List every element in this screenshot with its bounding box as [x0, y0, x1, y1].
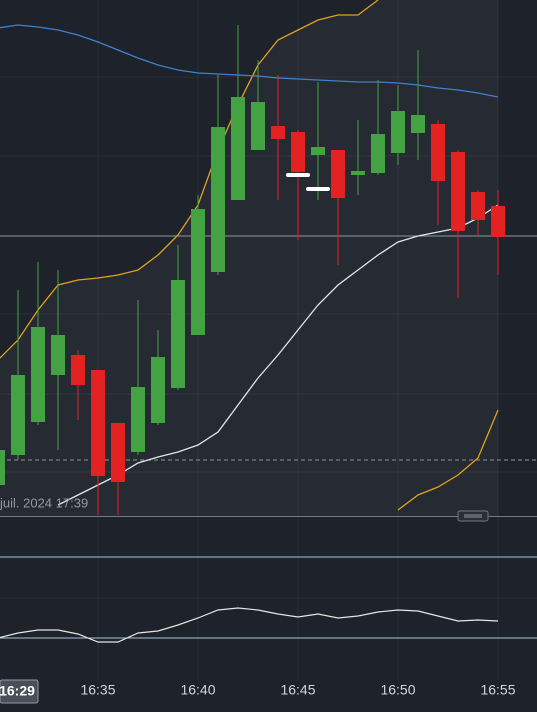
candle-body: [271, 126, 285, 139]
candle-body: [451, 152, 465, 231]
x-tick-label: 16:45: [280, 682, 315, 698]
candle-body: [151, 357, 165, 423]
candle-body: [171, 280, 185, 388]
vertical-grid: [97, 0, 499, 680]
candle-body: [351, 171, 365, 175]
crosshair-box: [0, 679, 39, 704]
overlay-line: [397, 409, 499, 511]
candle-body: [51, 335, 65, 375]
candle-body: [131, 387, 145, 452]
time-axis: 16:35 16:40 16:45 16:50 16:55: [80, 682, 515, 698]
x-tick-label: 16:35: [80, 682, 115, 698]
date-label: juil. 2024 17:39: [0, 495, 88, 510]
candle-body: [251, 102, 265, 150]
overlay-line: [57, 204, 499, 506]
grid: [0, 76, 537, 599]
candle-body: [111, 423, 125, 482]
candle-body: [91, 370, 105, 476]
x-tick-label: 16:40: [180, 682, 215, 698]
candle-body: [491, 206, 505, 237]
candle-body: [231, 97, 245, 200]
indicator-pane: [0, 556, 537, 643]
indicator-line: [0, 607, 499, 643]
candle-body: [331, 150, 345, 198]
x-tick-label: 16:50: [380, 682, 415, 698]
candle-body: [191, 209, 205, 335]
candle-body: [211, 127, 225, 272]
candle-body: [311, 147, 325, 155]
candle-body: [411, 115, 425, 133]
overlay-line: [0, 24, 499, 98]
crosshair-label: 16:29: [0, 683, 35, 699]
candle-body: [371, 134, 385, 173]
x-tick-label: 16:55: [480, 682, 515, 698]
candle-body: [391, 111, 405, 153]
pane-handle[interactable]: [457, 510, 489, 522]
overlay-line: [0, 0, 379, 359]
band-fill: [0, 0, 498, 516]
price-pane: [0, 0, 537, 516]
candle-body: [0, 450, 5, 485]
candle-body: [71, 355, 85, 385]
candle-body: [31, 327, 45, 422]
candle-body: [11, 375, 25, 455]
candle-body: [431, 124, 445, 181]
candle-body: [471, 192, 485, 220]
candle-body: [291, 132, 305, 172]
